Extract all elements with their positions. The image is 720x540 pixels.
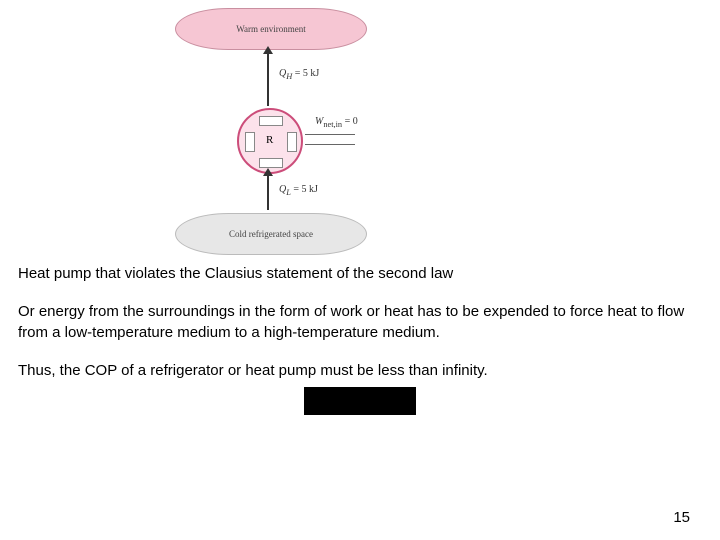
r-label: R [266,134,273,146]
paragraph-1: Heat pump that violates the Clausius sta… [18,264,702,284]
cold-reservoir: Cold refrigerated space [175,213,367,255]
label-w: Wnet,in = 0 [315,116,358,129]
paragraph-3: Thus, the COP of a refrigerator or heat … [18,361,702,381]
paragraph-2: Or energy from the surroundings in the f… [18,302,702,343]
refrigerator-device: R [237,108,303,174]
body-text: Heat pump that violates the Clausius sta… [18,264,702,415]
warm-reservoir: Warm environment [175,8,367,50]
label-ql: QL = 5 kJ [279,184,318,197]
page-number: 15 [673,509,690,526]
arrow-ql [267,174,269,210]
redacted-equation [304,387,416,415]
arrow-qh [267,52,269,106]
work-input-lines [305,132,355,146]
label-qh: QH = 5 kJ [279,68,319,81]
heat-pump-diagram: Warm environment QH = 5 kJ R Wnet,in = 0… [175,8,365,253]
